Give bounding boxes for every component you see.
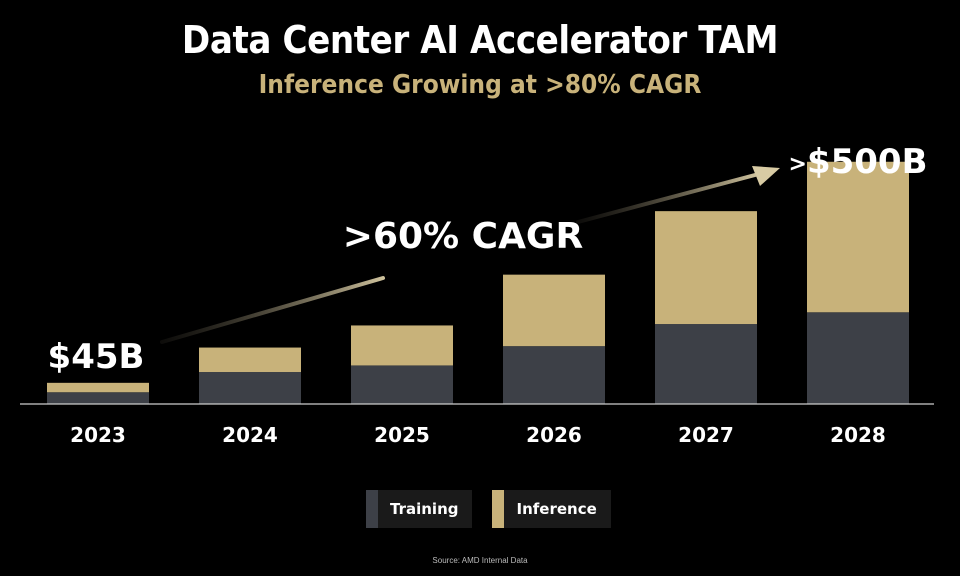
x-tick-label-2027: 2027: [678, 423, 734, 447]
end-value-prefix: >: [789, 152, 807, 177]
bar-inference-2028: [807, 161, 909, 313]
legend-swatch-training: [366, 490, 378, 528]
chart-subtitle: Inference Growing at >80% CAGR: [258, 70, 702, 100]
bar-training-2028: [807, 312, 909, 404]
bar-training-2027: [655, 324, 757, 404]
bar-training-2026: [503, 346, 605, 404]
cagr-label: >60% CAGR: [343, 216, 583, 257]
bar-inference-2026: [503, 274, 605, 347]
bars-group: [47, 161, 909, 404]
x-tick-labels: 2023 2024 2025 2026 2027 2028: [70, 423, 886, 447]
bar-training-2025: [351, 365, 453, 404]
start-value-label: $45B: [48, 337, 145, 377]
legend-label-training: Training: [390, 500, 459, 518]
legend-label-inference: Inference: [516, 500, 597, 518]
legend-swatch-inference: [492, 490, 505, 528]
source-note: Source: AMD Internal Data: [432, 556, 528, 565]
end-value-amount: $500B: [807, 142, 928, 182]
legend-item-training: Training: [366, 490, 473, 528]
bar-training-2023: [47, 392, 149, 404]
legend: Training Inference: [366, 490, 611, 528]
bar-inference-2025: [351, 325, 453, 366]
x-tick-label-2026: 2026: [526, 423, 582, 447]
bar-training-2024: [199, 372, 301, 404]
bar-inference-2027: [655, 211, 757, 325]
legend-item-inference: Inference: [492, 490, 611, 528]
arrow-head-icon: [752, 166, 780, 186]
end-value-label: >$500B: [789, 142, 928, 182]
bar-inference-2024: [199, 347, 301, 373]
cagr-arrow: [160, 166, 780, 344]
x-tick-label-2025: 2025: [374, 423, 430, 447]
chart-title: Data Center AI Accelerator TAM: [181, 18, 779, 62]
bar-inference-2023: [47, 382, 149, 393]
x-tick-label-2028: 2028: [830, 423, 886, 447]
x-tick-label-2024: 2024: [222, 423, 278, 447]
x-tick-label-2023: 2023: [70, 423, 126, 447]
